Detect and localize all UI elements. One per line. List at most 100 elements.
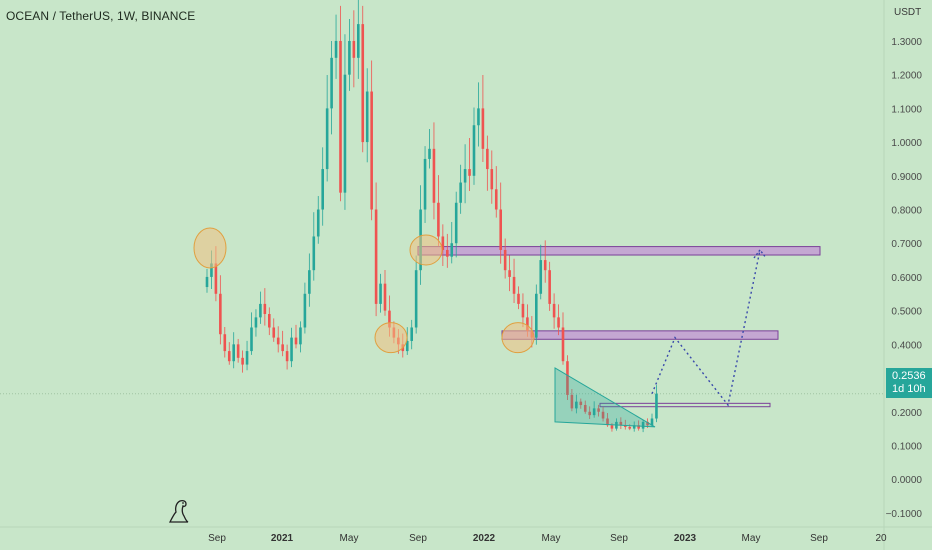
candle-body xyxy=(539,260,543,294)
candle-body xyxy=(374,209,378,304)
candle-body xyxy=(624,425,627,427)
candle-body xyxy=(597,408,600,412)
candle-body xyxy=(521,303,525,318)
candle-body xyxy=(472,125,476,176)
x-tick-label: Sep xyxy=(610,533,628,544)
candle-body xyxy=(632,425,636,429)
candle-body xyxy=(285,351,289,362)
candle-body xyxy=(214,263,218,294)
candle-body xyxy=(232,344,235,362)
candle-body xyxy=(281,344,284,352)
candle-body xyxy=(490,169,494,190)
candle-body xyxy=(517,293,520,304)
candle-body xyxy=(450,243,454,257)
x-tick-label: May xyxy=(340,533,359,544)
candle-body xyxy=(379,283,382,304)
candle-body xyxy=(552,303,556,318)
y-tick-label: 0.9000 xyxy=(891,172,922,183)
candle-body xyxy=(446,249,449,257)
y-tick-label: 0.7000 xyxy=(891,239,922,250)
candle-body xyxy=(383,283,387,311)
bar-countdown: 1d 10h xyxy=(892,383,926,395)
candle-body xyxy=(276,337,280,345)
candle-body xyxy=(294,337,298,345)
candle-body xyxy=(219,293,222,335)
candle-body xyxy=(308,270,311,294)
candle-body xyxy=(428,148,431,159)
candle-body xyxy=(579,401,583,406)
candle-body xyxy=(601,411,605,419)
zone-box xyxy=(501,330,779,340)
zone-box xyxy=(599,402,771,408)
candle-body xyxy=(241,357,244,365)
candle-body xyxy=(272,327,276,338)
candle-body xyxy=(557,317,560,328)
x-tick-label: May xyxy=(542,533,561,544)
candle-body xyxy=(606,418,609,426)
x-tick-label: 2021 xyxy=(271,533,294,544)
chart-title: OCEAN / TetherUS, 1W, BINANCE xyxy=(6,9,196,23)
candle-body xyxy=(566,361,569,395)
x-tick-label: Sep xyxy=(409,533,427,544)
candle-body xyxy=(437,202,440,237)
y-tick-label: −0.1000 xyxy=(886,509,923,520)
candle-body xyxy=(303,293,307,328)
candle-body xyxy=(245,351,249,365)
y-tick-label: 1.2000 xyxy=(891,71,922,82)
axis-unit-label: USDT xyxy=(894,7,921,18)
projection-path xyxy=(651,249,761,407)
candle-body xyxy=(227,351,231,362)
candle-body xyxy=(388,310,391,328)
candle-body xyxy=(548,270,551,304)
candle-body xyxy=(343,74,347,193)
candle-body xyxy=(423,158,427,210)
candle-body xyxy=(535,293,538,338)
candle-body xyxy=(583,405,587,412)
candle-body xyxy=(503,249,507,271)
candle-body xyxy=(365,91,369,143)
y-tick-label: 0.6000 xyxy=(891,273,922,284)
candle-body xyxy=(646,421,649,426)
candle-body xyxy=(468,169,471,176)
candle-body xyxy=(637,425,640,429)
candle-body xyxy=(486,148,489,170)
candle-body xyxy=(290,337,293,362)
candle-body xyxy=(299,327,302,345)
y-tick-label: 1.0000 xyxy=(891,138,922,149)
candle-body xyxy=(205,276,209,288)
y-tick-label: 0.0000 xyxy=(891,475,922,486)
candle-body xyxy=(268,314,271,328)
candle-body xyxy=(432,148,436,203)
candle-body xyxy=(210,263,213,277)
candle-body xyxy=(477,108,480,126)
candle-body xyxy=(312,236,316,271)
candle-body xyxy=(339,40,342,193)
x-tick-label: May xyxy=(742,533,761,544)
candle-body xyxy=(263,303,267,315)
y-tick-label: 1.1000 xyxy=(891,104,922,115)
x-tick-label: 2023 xyxy=(674,533,697,544)
x-tick-label: Sep xyxy=(208,533,226,544)
candle-body xyxy=(330,57,333,109)
candle-body xyxy=(352,40,356,58)
candle-body xyxy=(259,303,262,318)
candle-body xyxy=(334,40,338,58)
candle-body xyxy=(325,108,329,170)
projection-arrowhead xyxy=(753,248,767,259)
candle-body xyxy=(459,182,462,203)
x-tick-label: 2022 xyxy=(473,533,496,544)
highlight-circle xyxy=(193,227,227,269)
candle-body xyxy=(619,421,623,426)
candle-body xyxy=(316,209,320,237)
dinosaur-icon[interactable] xyxy=(164,496,194,526)
y-tick-label: 0.1000 xyxy=(891,441,922,452)
candle-body xyxy=(508,270,511,277)
y-tick-label: 0.8000 xyxy=(891,206,922,217)
candle-body xyxy=(655,393,658,419)
y-tick-label: 1.3000 xyxy=(891,37,922,48)
candle-body xyxy=(641,421,645,429)
candle-body xyxy=(357,24,360,58)
y-tick-label: 0.4000 xyxy=(891,340,922,351)
